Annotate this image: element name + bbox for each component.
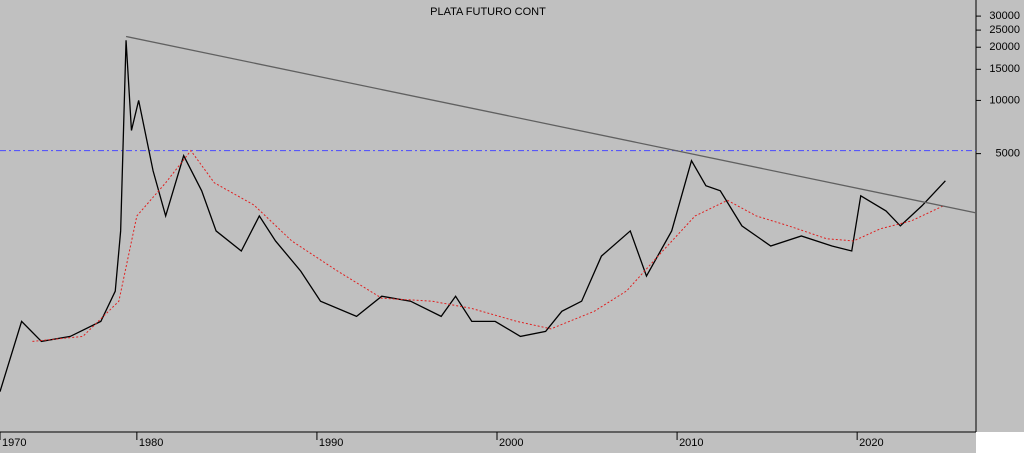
series-line	[125, 35, 977, 214]
y-tick-label: 20000	[989, 41, 1020, 53]
y-tick-label: 30000	[989, 10, 1020, 22]
x-axis-area	[0, 432, 976, 453]
x-tick-label: 1990	[319, 437, 343, 449]
x-tick-label: 1970	[2, 437, 26, 449]
series-line	[32, 149, 944, 342]
y-tick-label: 25000	[989, 24, 1020, 36]
y-axis-area	[976, 0, 1024, 432]
y-tick-label: 15000	[989, 63, 1020, 75]
x-tick-label: 1980	[139, 437, 163, 449]
y-tick-label: 5000	[996, 148, 1020, 160]
chart-title: PLATA FUTURO CONT	[430, 6, 546, 18]
y-tick-label: 10000	[989, 94, 1020, 106]
x-tick-label: 2020	[859, 437, 883, 449]
series-line	[0, 40, 946, 392]
plot-area	[0, 0, 976, 432]
x-tick-label: 2000	[499, 437, 523, 449]
x-tick-label: 2010	[679, 437, 703, 449]
